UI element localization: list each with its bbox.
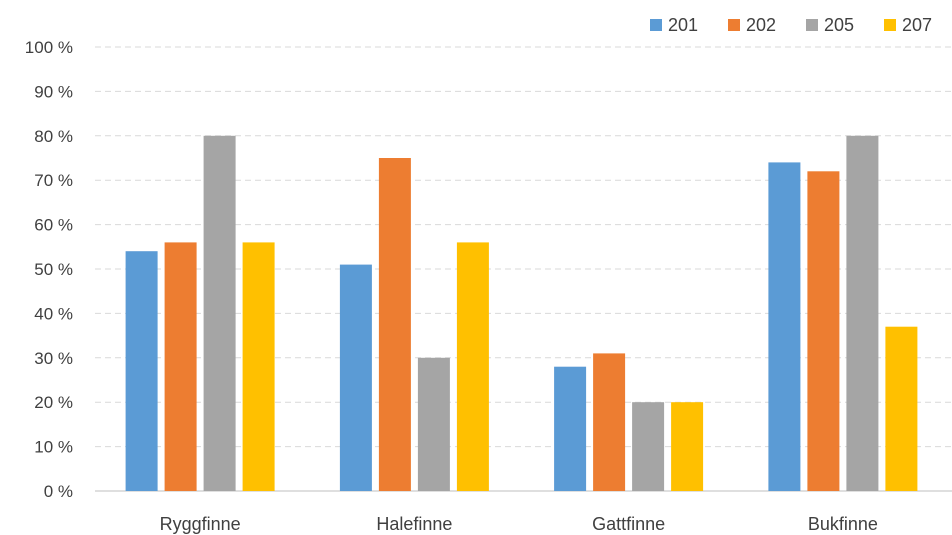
y-tick-label: 50 %: [34, 260, 73, 279]
legend-label-207: 207: [902, 15, 932, 35]
x-category-label: Ryggfinne: [160, 514, 241, 534]
x-category-label: Bukfinne: [808, 514, 878, 534]
legend-swatch-202: [728, 19, 740, 31]
legend-label-205: 205: [824, 15, 854, 35]
legend-swatch-201: [650, 19, 662, 31]
bar-202-gattfinne: [593, 353, 626, 491]
y-tick-label: 0 %: [44, 482, 73, 501]
bar-205-halefinne: [417, 357, 450, 491]
y-tick-label: 10 %: [34, 438, 73, 457]
bar-207-halefinne: [456, 242, 489, 491]
bar-205-bukfinne: [846, 135, 879, 492]
legend-label-202: 202: [746, 15, 776, 35]
y-tick-label: 90 %: [34, 82, 73, 101]
y-tick-label: 60 %: [34, 216, 73, 235]
bar-207-bukfinne: [885, 326, 918, 491]
x-category-label: Halefinne: [376, 514, 452, 534]
legend-label-201: 201: [668, 15, 698, 35]
y-tick-label: 80 %: [34, 127, 73, 146]
bar-202-halefinne: [378, 158, 411, 491]
bar-207-gattfinne: [671, 402, 704, 491]
bar-201-bukfinne: [768, 162, 801, 491]
bar-207-ryggfinne: [242, 242, 275, 491]
bar-205-gattfinne: [632, 402, 665, 491]
bar-202-bukfinne: [807, 171, 840, 492]
bar-202-ryggfinne: [164, 242, 197, 491]
y-tick-label: 100 %: [25, 38, 73, 57]
bar-201-gattfinne: [554, 366, 587, 491]
x-category-label: Gattfinne: [592, 514, 665, 534]
y-tick-label: 20 %: [34, 393, 73, 412]
y-tick-label: 40 %: [34, 304, 73, 323]
bar-205-ryggfinne: [203, 135, 236, 492]
bar-201-ryggfinne: [125, 251, 158, 491]
bar-201-halefinne: [339, 264, 372, 491]
y-tick-label: 70 %: [34, 171, 73, 190]
legend-swatch-205: [806, 19, 818, 31]
y-tick-label: 30 %: [34, 349, 73, 368]
legend-swatch-207: [884, 19, 896, 31]
